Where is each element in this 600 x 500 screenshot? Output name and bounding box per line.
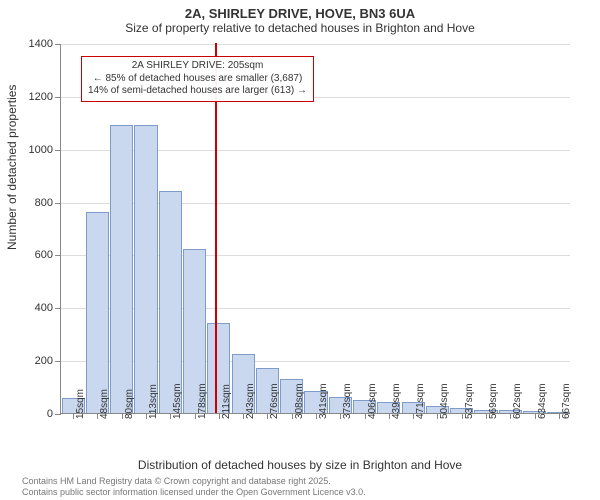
x-tick-label: 602sqm	[512, 383, 523, 419]
x-tick	[219, 413, 220, 419]
annotation-line-3: 14% of semi-detached houses are larger (…	[88, 85, 307, 98]
x-tick	[486, 413, 487, 419]
x-tick	[122, 413, 123, 419]
annotation-line-2: ← 85% of detached houses are smaller (3,…	[88, 73, 307, 86]
grid-line	[61, 44, 570, 45]
x-tick	[535, 413, 536, 419]
histogram-bar	[86, 212, 109, 413]
x-tick-label: 667sqm	[561, 383, 572, 419]
x-axis-title: Distribution of detached houses by size …	[138, 458, 462, 472]
chart-container: 2A, SHIRLEY DRIVE, HOVE, BN3 6UA Size of…	[0, 0, 600, 500]
footer-line-2: Contains public sector information licen…	[22, 487, 366, 498]
y-tick-label: 0	[47, 408, 61, 420]
x-tick-label: 634sqm	[537, 383, 548, 419]
x-tick	[462, 413, 463, 419]
x-tick-label: 145sqm	[172, 383, 183, 419]
y-tick-label: 1400	[29, 38, 61, 50]
x-tick	[413, 413, 414, 419]
x-tick-label: 471sqm	[415, 383, 426, 419]
y-tick-label: 400	[35, 302, 61, 314]
annotation-box: 2A SHIRLEY DRIVE: 205sqm← 85% of detache…	[81, 56, 314, 102]
y-tick-label: 1200	[29, 91, 61, 103]
x-tick-label: 373sqm	[342, 383, 353, 419]
x-tick-label: 178sqm	[197, 383, 208, 419]
histogram-bar	[159, 191, 182, 413]
x-tick-label: 569sqm	[488, 383, 499, 419]
x-tick	[389, 413, 390, 419]
x-tick	[73, 413, 74, 419]
histogram-bar	[134, 125, 157, 413]
x-tick-label: 439sqm	[391, 383, 402, 419]
x-tick-label: 308sqm	[294, 383, 305, 419]
chart-footer: Contains HM Land Registry data © Crown c…	[22, 476, 366, 498]
y-tick-label: 1000	[29, 144, 61, 156]
x-tick-label: 15sqm	[75, 389, 86, 419]
x-tick	[243, 413, 244, 419]
y-tick-label: 800	[35, 197, 61, 209]
x-tick-label: 243sqm	[245, 383, 256, 419]
x-tick	[292, 413, 293, 419]
x-tick-label: 48sqm	[99, 389, 110, 419]
plot-area: 020040060080010001200140015sqm48sqm80sqm…	[60, 44, 570, 414]
y-tick-label: 600	[35, 249, 61, 261]
x-tick	[146, 413, 147, 419]
chart-subtitle: Size of property relative to detached ho…	[0, 21, 600, 39]
x-tick-label: 504sqm	[439, 383, 450, 419]
annotation-line-1: 2A SHIRLEY DRIVE: 205sqm	[88, 60, 307, 73]
y-tick-label: 200	[35, 355, 61, 367]
x-tick	[195, 413, 196, 419]
x-tick-label: 80sqm	[124, 389, 135, 419]
x-tick-label: 537sqm	[464, 383, 475, 419]
x-tick	[316, 413, 317, 419]
x-tick-label: 276sqm	[269, 383, 280, 419]
chart-title: 2A, SHIRLEY DRIVE, HOVE, BN3 6UA	[0, 0, 600, 21]
histogram-bar	[110, 125, 133, 413]
x-tick-label: 113sqm	[148, 384, 159, 419]
y-axis-title: Number of detached properties	[5, 85, 19, 250]
footer-line-1: Contains HM Land Registry data © Crown c…	[22, 476, 366, 487]
x-tick	[559, 413, 560, 419]
x-tick	[365, 413, 366, 419]
x-tick-label: 406sqm	[367, 383, 378, 419]
x-tick-label: 211sqm	[221, 384, 232, 419]
x-tick-label: 341sqm	[318, 383, 329, 419]
